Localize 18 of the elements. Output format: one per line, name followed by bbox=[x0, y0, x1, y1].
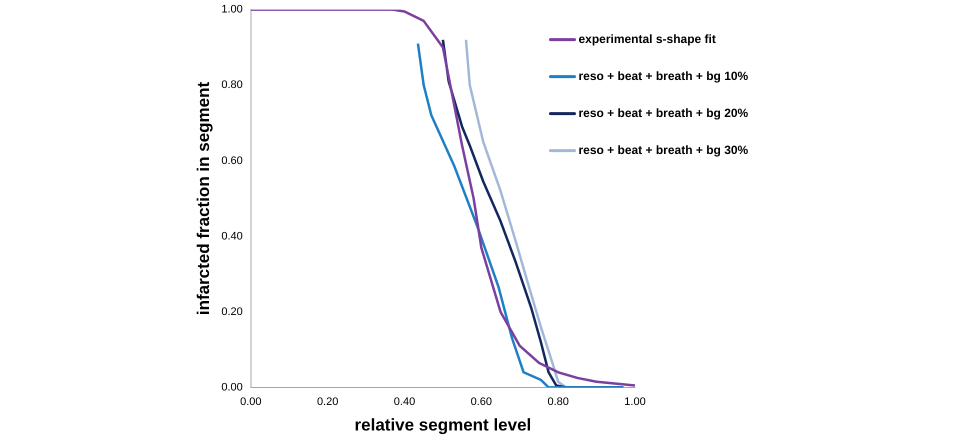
y-tick-label: 0.20 bbox=[221, 306, 243, 318]
y-tick-label: 0.80 bbox=[221, 79, 243, 92]
y-tick-label: 1.00 bbox=[221, 4, 243, 16]
legend-label: experimental s-shape fit bbox=[578, 32, 716, 46]
x-tick-label: 0.00 bbox=[240, 396, 262, 408]
x-axis-title: relative segment level bbox=[354, 415, 532, 434]
x-tick-label: 0.80 bbox=[547, 396, 569, 408]
legend-label: reso + beat + breath + bg 30% bbox=[578, 142, 749, 157]
x-tick-label: 1.00 bbox=[624, 396, 646, 408]
y-tick-label: 0.00 bbox=[221, 381, 243, 394]
y-tick-label: 0.60 bbox=[221, 154, 243, 167]
legend-label: reso + beat + breath + bg 10% bbox=[578, 68, 749, 83]
x-tick-label: 0.60 bbox=[470, 396, 492, 408]
y-axis-title: infarcted fraction in segment bbox=[194, 82, 213, 316]
y-tick-label: 0.40 bbox=[221, 230, 243, 242]
legend-label: reso + beat + breath + bg 20% bbox=[578, 106, 749, 120]
x-tick-label: 0.20 bbox=[316, 396, 338, 408]
x-tick-label: 0.40 bbox=[394, 396, 416, 408]
